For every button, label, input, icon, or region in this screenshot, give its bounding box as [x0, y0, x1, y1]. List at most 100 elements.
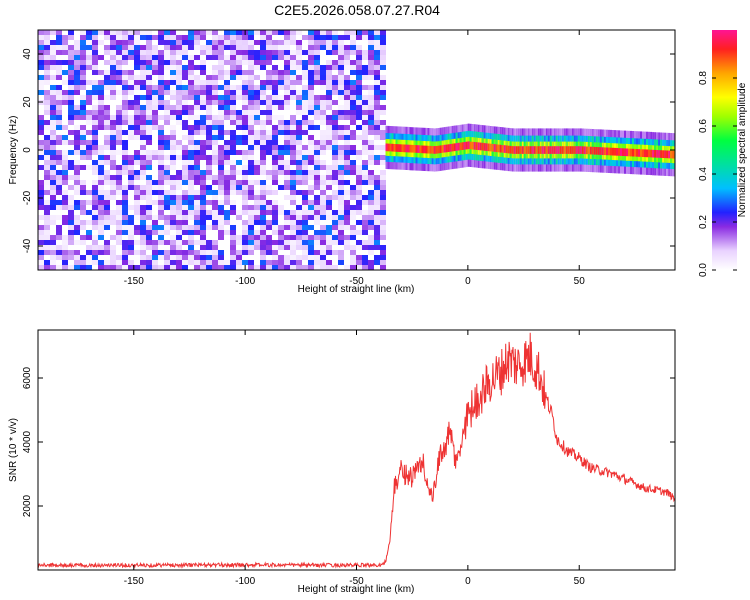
heatmap-cell [284, 75, 290, 80]
heatmap-cell [212, 80, 218, 85]
heatmap-cell [296, 100, 302, 105]
heatmap-cell [74, 110, 80, 115]
heatmap-cell [188, 165, 194, 170]
heatmap-cell [86, 65, 92, 70]
heatmap-cell [320, 190, 326, 195]
heatmap-cell [176, 180, 182, 185]
heatmap-cell [212, 265, 218, 270]
heatmap-cell [98, 125, 104, 130]
heatmap-cell [236, 90, 242, 95]
heatmap-cell [380, 190, 386, 195]
heatmap-cell [236, 265, 242, 270]
heatmap-cell [80, 105, 86, 110]
heatmap-cell [62, 215, 68, 220]
heatmap-cell [38, 90, 44, 95]
heatmap-cell [284, 215, 290, 220]
heatmap-cell [104, 225, 110, 230]
heatmap-cell [110, 160, 116, 165]
heatmap-cell [272, 140, 278, 145]
heatmap-cell [146, 70, 152, 75]
snr-series-line [38, 332, 675, 569]
heatmap-cell [362, 265, 368, 270]
heatmap-cell [338, 200, 344, 205]
heatmap-cell [230, 60, 236, 65]
heatmap-cell [212, 120, 218, 125]
heatmap-cell [122, 35, 128, 40]
heatmap-cell [290, 240, 296, 245]
heatmap-cell [302, 155, 308, 160]
heatmap-cell [374, 210, 380, 215]
heatmap-cell [260, 150, 266, 155]
heatmap-cell [368, 245, 374, 250]
heatmap-cell [86, 250, 92, 255]
heatmap-cell [421, 145, 424, 154]
heatmap-cell [248, 135, 254, 140]
heatmap-cell [116, 200, 122, 205]
heatmap-cell [415, 145, 418, 153]
heatmap-cell [326, 105, 332, 110]
heatmap-cell [290, 255, 296, 260]
heatmap-cell [332, 235, 338, 240]
heatmap-cell [116, 60, 122, 65]
heatmap-cell [170, 65, 176, 70]
heatmap-cell [128, 40, 134, 45]
heatmap-cell [188, 150, 194, 155]
heatmap-cell [266, 245, 272, 250]
heatmap-cell [170, 180, 176, 185]
heatmap-cell [254, 55, 260, 60]
heatmap-cell [218, 35, 224, 40]
heatmap-cell [200, 220, 206, 225]
heatmap-cell [104, 210, 110, 215]
heatmap-cell [176, 110, 182, 115]
heatmap-cell [170, 70, 176, 75]
heatmap-cell [278, 130, 284, 135]
heatmap-cell [68, 220, 74, 225]
heatmap-cell [50, 45, 56, 50]
heatmap-cell [362, 75, 368, 80]
heatmap-cell [38, 60, 44, 65]
heatmap-cell [284, 175, 290, 180]
heatmap-cell [98, 70, 104, 75]
heatmap-cell [206, 255, 212, 260]
heatmap-cell [356, 60, 362, 65]
heatmap-cell [98, 145, 104, 150]
heatmap-cell [98, 90, 104, 95]
heatmap-cell [176, 75, 182, 80]
heatmap-cell [272, 70, 278, 75]
heatmap-cell [290, 50, 296, 55]
heatmap-cell [134, 105, 140, 110]
heatmap-cell [182, 100, 188, 105]
heatmap-cell [332, 65, 338, 70]
spectrogram-xtick-label: 0 [465, 276, 471, 287]
snr-xtick-label: 50 [574, 576, 586, 587]
heatmap-cell [230, 50, 236, 55]
heatmap-cell [182, 175, 188, 180]
heatmap-cell [272, 160, 278, 165]
heatmap-cell [212, 175, 218, 180]
heatmap-cell [362, 210, 368, 215]
heatmap-cell [374, 40, 380, 45]
heatmap-cell [134, 250, 140, 255]
heatmap-cell [368, 170, 374, 175]
heatmap-cell [146, 180, 152, 185]
heatmap-cell [597, 147, 600, 155]
heatmap-cell [290, 95, 296, 100]
heatmap-cell [380, 185, 386, 190]
heatmap-cell [595, 147, 598, 155]
heatmap-cell [182, 120, 188, 125]
heatmap-cell [439, 145, 442, 154]
heatmap-cell [374, 155, 380, 160]
heatmap-cell [356, 220, 362, 225]
heatmap-cell [62, 170, 68, 175]
heatmap-cell [350, 30, 356, 35]
heatmap-cell [368, 125, 374, 130]
heatmap-cell [44, 65, 50, 70]
heatmap-cell [158, 55, 164, 60]
heatmap-cell [308, 80, 314, 85]
heatmap-cell [146, 60, 152, 65]
heatmap-cell [134, 100, 140, 105]
heatmap-cell [122, 110, 128, 115]
heatmap-cell [290, 265, 296, 270]
heatmap-cell [56, 180, 62, 185]
heatmap-cell [236, 75, 242, 80]
